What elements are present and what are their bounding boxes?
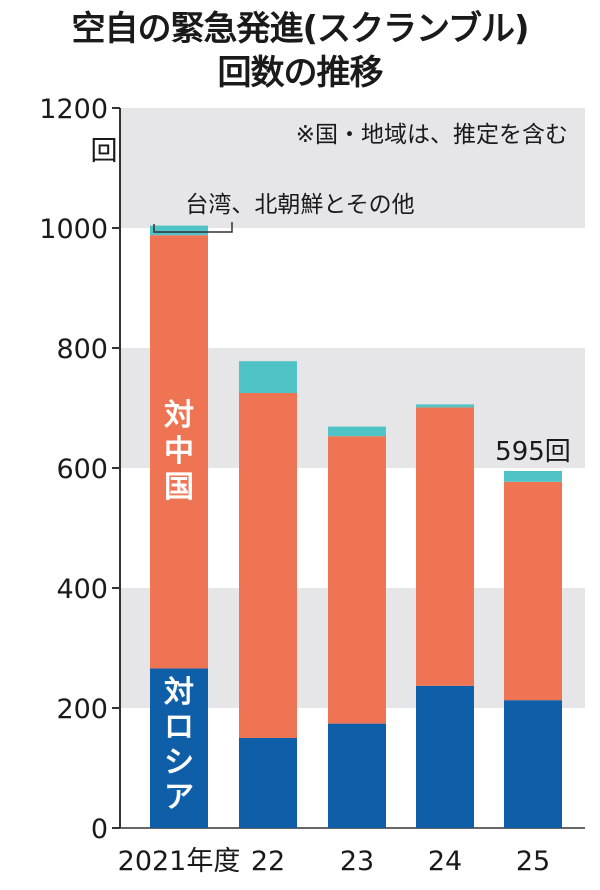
y-tick-label-1200: 1200 — [39, 94, 108, 125]
china-label-char-2: 国 — [164, 470, 194, 505]
russia-label-char-2: シ — [164, 745, 194, 780]
china-label-char-1: 中 — [164, 434, 194, 469]
y-axis-unit: 回 — [91, 136, 118, 167]
y-tick-label-200: 200 — [56, 694, 108, 725]
bar-2-segment-0 — [328, 723, 386, 828]
x-tick-label-3: 24 — [428, 846, 462, 877]
y-tick-label-1000: 1000 — [39, 214, 108, 245]
bar-4-segment-1 — [504, 481, 562, 701]
x-tick-label-2: 23 — [340, 846, 374, 877]
bar-3-segment-2 — [416, 404, 474, 408]
bar-3-segment-0 — [416, 685, 474, 828]
y-tick-label-600: 600 — [56, 454, 108, 485]
chart-title-line1: 空自の緊急発進(スクランブル) — [71, 9, 529, 49]
bar-4-segment-2 — [504, 471, 562, 482]
bar-1-segment-2 — [239, 361, 297, 393]
bar-0-segment-1 — [150, 235, 208, 669]
grid-band-2 — [120, 108, 585, 228]
bar-0-segment-0 — [150, 668, 208, 828]
bar-2-segment-2 — [328, 426, 386, 437]
estimate-note: ※国・地域は、推定を含む — [296, 122, 568, 148]
other-label-leader — [153, 222, 233, 233]
russia-label-char-3: ア — [164, 780, 194, 815]
bar-2-segment-1 — [328, 436, 386, 724]
x-tick-label-0: 2021年度 — [118, 846, 241, 877]
x-tick-label-4: 25 — [516, 846, 550, 877]
russia-label-char-1: ロ — [164, 710, 194, 745]
bar-0-segment-2 — [150, 225, 208, 236]
bar-1-segment-1 — [239, 393, 297, 738]
bar-4-segment-0 — [504, 700, 562, 828]
bar-3-segment-1 — [416, 407, 474, 686]
russia-label-char-0: 対 — [164, 675, 194, 710]
y-tick-label-800: 800 — [56, 334, 108, 365]
chart-title-line2: 回数の推移 — [217, 53, 384, 93]
last-bar-total-label: 595回 — [495, 437, 571, 467]
other-series-label: 台湾、北朝鮮とその他 — [185, 192, 414, 218]
china-label-char-0: 対 — [164, 398, 194, 433]
bar-1-segment-0 — [239, 738, 297, 828]
y-tick-label-400: 400 — [56, 574, 108, 605]
y-tick-label-0: 0 — [91, 814, 108, 845]
x-tick-label-1: 22 — [251, 846, 285, 877]
